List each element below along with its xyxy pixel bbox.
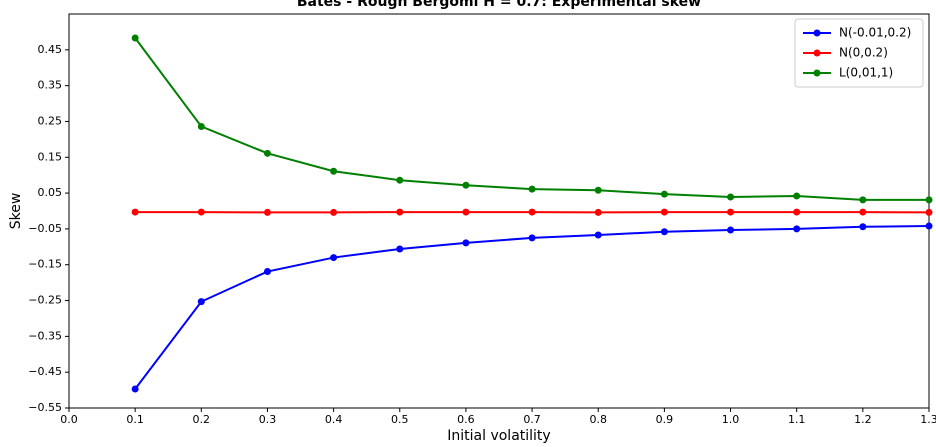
point [528,234,536,242]
point [793,192,801,200]
y-tick-label: −0.55 [28,401,62,414]
x-tick-label: 0.9 [656,413,674,426]
x-tick-label: 0.6 [457,413,475,426]
point [594,186,602,194]
point [330,208,338,216]
point [462,181,470,189]
point [263,149,271,157]
x-tick-label: 1.2 [854,413,872,426]
point [594,231,602,239]
point [396,176,404,184]
point [396,245,404,253]
x-tick-label: 0.5 [391,413,409,426]
point [660,208,668,216]
point [660,190,668,198]
point [131,385,139,393]
point [859,196,867,204]
point [793,225,801,233]
x-tick-label: 1.0 [722,413,740,426]
point [727,226,735,234]
point [263,268,271,276]
x-tick-label: 0.4 [325,413,343,426]
series-line [134,225,930,390]
point [528,208,536,216]
y-axis-label: Skew [8,193,24,230]
y-tick-label: 0.45 [38,43,63,56]
legend-marker [813,29,821,37]
y-tick-label: 0.35 [38,79,63,92]
y-tick-label: −0.25 [28,294,62,307]
y-tick-label: −0.35 [28,329,62,342]
point [462,239,470,247]
point [197,298,205,306]
x-tick-label: 1.3 [920,413,936,426]
point [925,196,933,204]
chart-title: Bates - Rough Bergomi H = 0.7: Experimen… [297,0,701,10]
point [197,122,205,130]
x-tick-label: 0.0 [60,413,78,426]
point [131,208,139,216]
y-tick-label: 0.05 [38,186,63,199]
x-tick-label: 1.1 [788,413,806,426]
y-tick-label: 0.25 [38,114,63,127]
point [131,34,139,42]
point [793,208,801,216]
y-tick-label: −0.05 [28,222,62,235]
point [462,208,470,216]
point [925,222,933,230]
point [263,208,271,216]
point [528,185,536,193]
point [727,193,735,201]
x-tick-label: 0.8 [589,413,607,426]
legend-box [794,18,924,88]
legend-label: L(0,01,1) [839,66,893,80]
point [396,208,404,216]
legend-marker [813,49,821,57]
point [330,167,338,175]
legend-label: N(0,0.2) [839,46,888,60]
x-tick-label: 0.2 [193,413,211,426]
point [197,208,205,216]
point [925,208,933,216]
x-tick-label: 0.1 [126,413,144,426]
x-tick-label: 0.3 [259,413,277,426]
point [594,208,602,216]
legend-marker [813,69,821,77]
point [859,208,867,216]
x-axis-label: Initial volatility [447,428,550,444]
point [330,254,338,262]
y-tick-label: 0.15 [38,150,63,163]
point [727,208,735,216]
point [859,223,867,231]
legend-label: N(-0.01,0.2) [839,26,911,40]
y-tick-label: −0.45 [28,365,62,378]
point [660,228,668,236]
x-tick-label: 0.7 [523,413,541,426]
y-tick-label: −0.15 [28,258,62,271]
